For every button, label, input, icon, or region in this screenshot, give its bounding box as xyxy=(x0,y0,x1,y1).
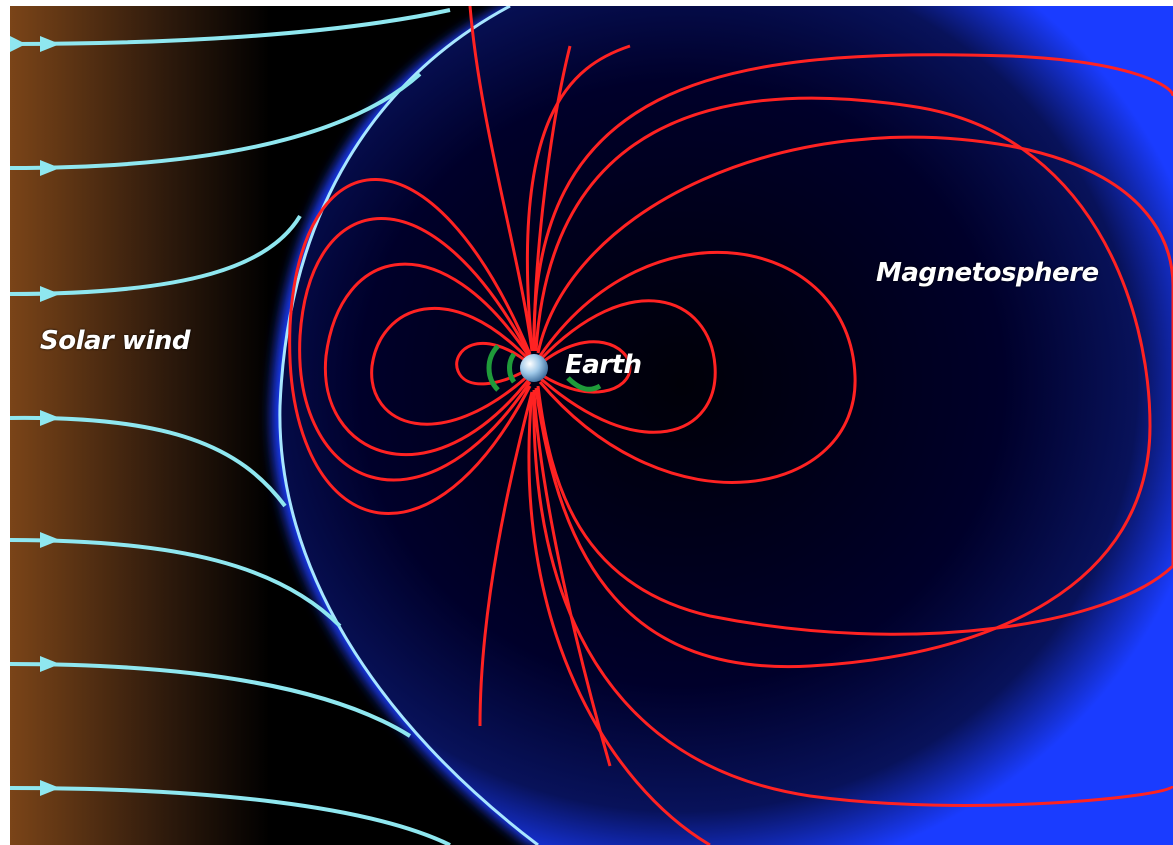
solar-wind-line xyxy=(10,214,302,296)
magnetopause-boundary xyxy=(278,6,539,845)
solar-wind-line xyxy=(10,786,451,845)
earth-globe-icon xyxy=(520,354,548,382)
field-line xyxy=(532,53,1173,807)
diagram-canvas xyxy=(10,6,1173,845)
field-line xyxy=(298,217,532,482)
field-lines xyxy=(288,6,1173,845)
solar-wind-line xyxy=(10,415,287,508)
field-line xyxy=(455,342,531,386)
field-line xyxy=(538,299,717,434)
radiation-belts xyxy=(486,344,602,392)
flow-arrow-icon xyxy=(40,286,60,302)
radiation-belt xyxy=(507,352,517,384)
field-line xyxy=(534,96,1152,669)
field-line xyxy=(536,135,1173,636)
field-line xyxy=(288,178,532,515)
field-line xyxy=(468,6,534,352)
field-line xyxy=(525,44,711,845)
field-line xyxy=(478,391,534,727)
flow-arrows xyxy=(40,36,60,796)
solar-wind-line xyxy=(10,538,342,628)
field-line xyxy=(532,391,612,767)
magnetosphere-diagram: Solar wind Earth Magnetosphere xyxy=(10,6,1173,845)
magnetosphere-region xyxy=(279,6,1173,845)
magnetosphere-label: Magnetosphere xyxy=(876,258,1099,288)
field-line xyxy=(539,340,632,394)
solar-wind-line xyxy=(10,662,412,738)
field-line xyxy=(532,45,572,352)
radiation-belt xyxy=(486,344,500,392)
flow-arrow-icon xyxy=(40,656,60,672)
field-line xyxy=(538,250,857,484)
flow-arrow-icon xyxy=(40,532,60,548)
solar-wind-lines xyxy=(10,8,451,845)
flow-arrow-icon xyxy=(40,160,60,176)
solar-wind-label: Solar wind xyxy=(40,326,190,356)
field-line xyxy=(323,262,532,456)
flow-arrow-icon xyxy=(40,410,60,426)
earth-label: Earth xyxy=(565,350,642,380)
solar-wind-line xyxy=(10,72,422,170)
solar-wind-line xyxy=(10,8,451,61)
field-line xyxy=(370,306,532,426)
flow-arrow-icon xyxy=(40,36,60,52)
radiation-belt xyxy=(566,376,602,392)
flow-arrow-icon xyxy=(40,780,60,796)
